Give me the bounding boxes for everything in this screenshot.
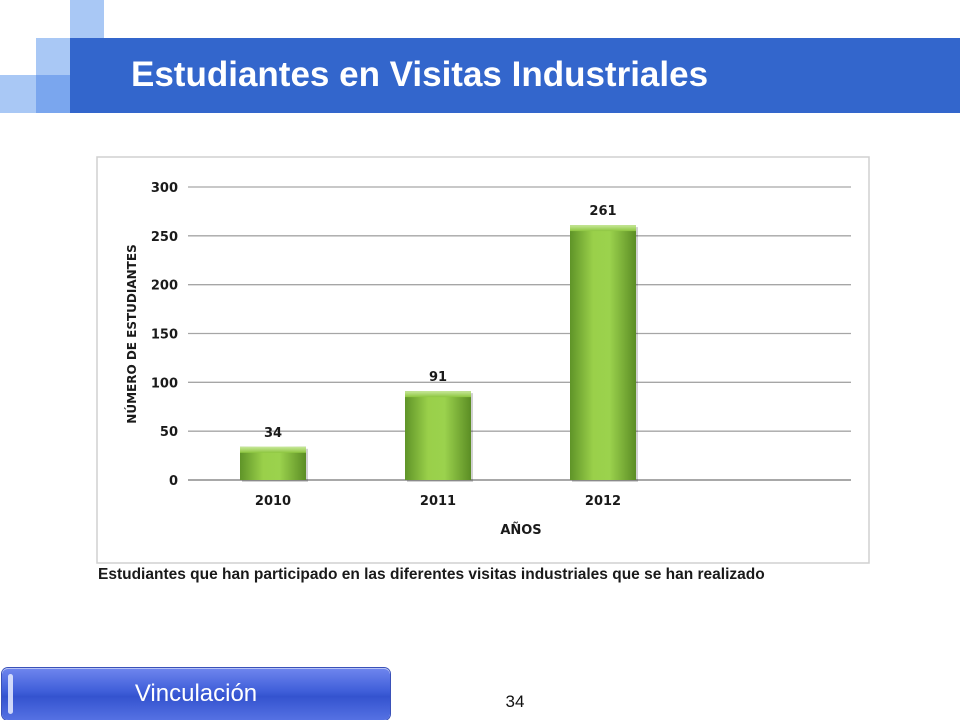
decor-square <box>0 75 36 113</box>
x-axis-label: AÑOS <box>500 522 541 538</box>
bar-cap <box>570 225 636 232</box>
y-tick-label: 300 <box>151 181 178 196</box>
y-tick-label: 50 <box>160 425 178 440</box>
chart-panel: 0 50 100 150 200 250 300 34 2010 91 2011 261 2012 AÑ… <box>96 156 870 564</box>
y-tick-label: 150 <box>151 328 178 343</box>
x-tick-label: 2012 <box>585 494 621 509</box>
y-tick-label: 0 <box>169 474 178 489</box>
chart-caption: Estudiantes que han participado en las d… <box>98 566 765 583</box>
bar <box>405 391 473 482</box>
y-tick-label: 100 <box>151 376 178 391</box>
data-label: 91 <box>429 370 447 385</box>
x-tick-label: 2011 <box>420 494 456 509</box>
vinculacion-button[interactable]: Vinculación <box>2 668 390 720</box>
bar-body <box>405 391 471 480</box>
slide-title: Estudiantes en Visitas Industriales <box>131 55 709 94</box>
decor-square <box>36 75 70 113</box>
x-tick-label: 2010 <box>255 494 291 509</box>
plot-frame <box>96 156 870 564</box>
y-tick-label: 250 <box>151 230 178 245</box>
title-bar <box>70 38 960 113</box>
y-axis-label: NÚMERO DE ESTUDIANTES <box>124 244 139 423</box>
page-number: 34 <box>505 692 525 711</box>
bar-cap <box>240 446 306 453</box>
y-tick-label: 200 <box>151 279 178 294</box>
vinculacion-label: Vinculación <box>134 680 258 707</box>
button-highlight <box>8 674 13 714</box>
data-label: 261 <box>589 204 616 219</box>
data-label: 34 <box>264 426 282 441</box>
bar <box>570 225 638 482</box>
decor-square <box>36 38 70 75</box>
decor-square <box>70 0 104 38</box>
bar-chart: 0 50 100 150 200 250 300 34 2010 91 2011 261 2012 AÑ… <box>96 156 870 564</box>
bar-body <box>570 225 636 480</box>
bar-cap <box>405 391 471 398</box>
bar <box>240 446 308 482</box>
